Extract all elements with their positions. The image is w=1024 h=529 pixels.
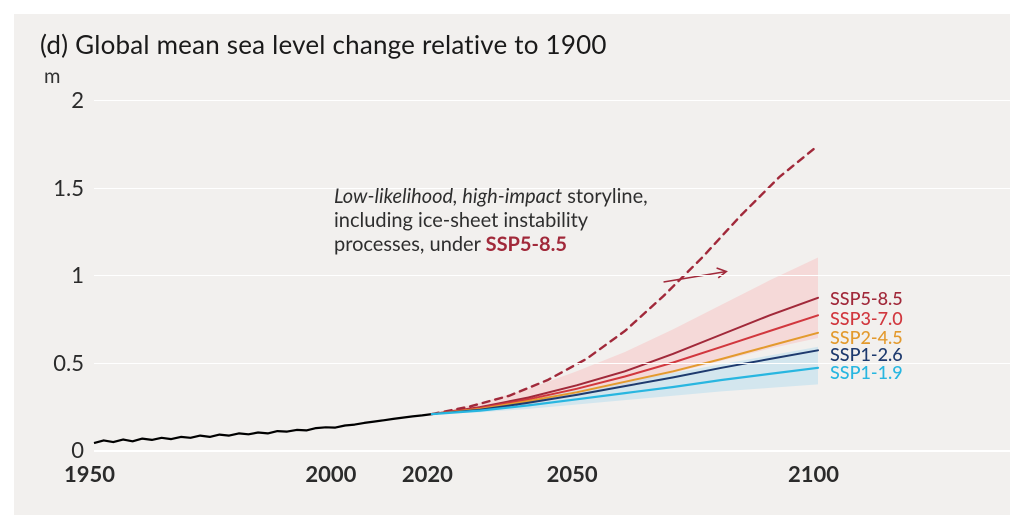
gridline-y [94, 450, 1010, 452]
y-tick-label: 0 [71, 436, 84, 463]
chart-panel: (d) Global mean sea level change relativ… [14, 14, 1010, 515]
y-tick-label: 2 [71, 86, 84, 113]
x-tick-label: 2100 [788, 460, 839, 487]
gridline-y [94, 275, 1010, 276]
y-tick-label: 1.5 [53, 174, 84, 201]
gridline-y [94, 100, 1010, 101]
x-tick-label: 2000 [305, 460, 356, 487]
annotation-text: Low-likelihood, high-impact storyline,in… [334, 184, 648, 256]
x-tick-label: 2050 [547, 460, 598, 487]
annotation-arrow-line [664, 272, 727, 283]
series-historical [94, 414, 432, 443]
series-label-ssp5: SSP5-8.5 [830, 287, 903, 309]
series-label-ssp119: SSP1-1.9 [830, 361, 903, 383]
y-tick-label: 0.5 [53, 349, 84, 376]
x-tick-label: 1950 [64, 460, 115, 487]
y-tick-label: 1 [71, 261, 84, 288]
plot-svg [14, 14, 1010, 515]
x-tick-label: 2020 [402, 460, 453, 487]
